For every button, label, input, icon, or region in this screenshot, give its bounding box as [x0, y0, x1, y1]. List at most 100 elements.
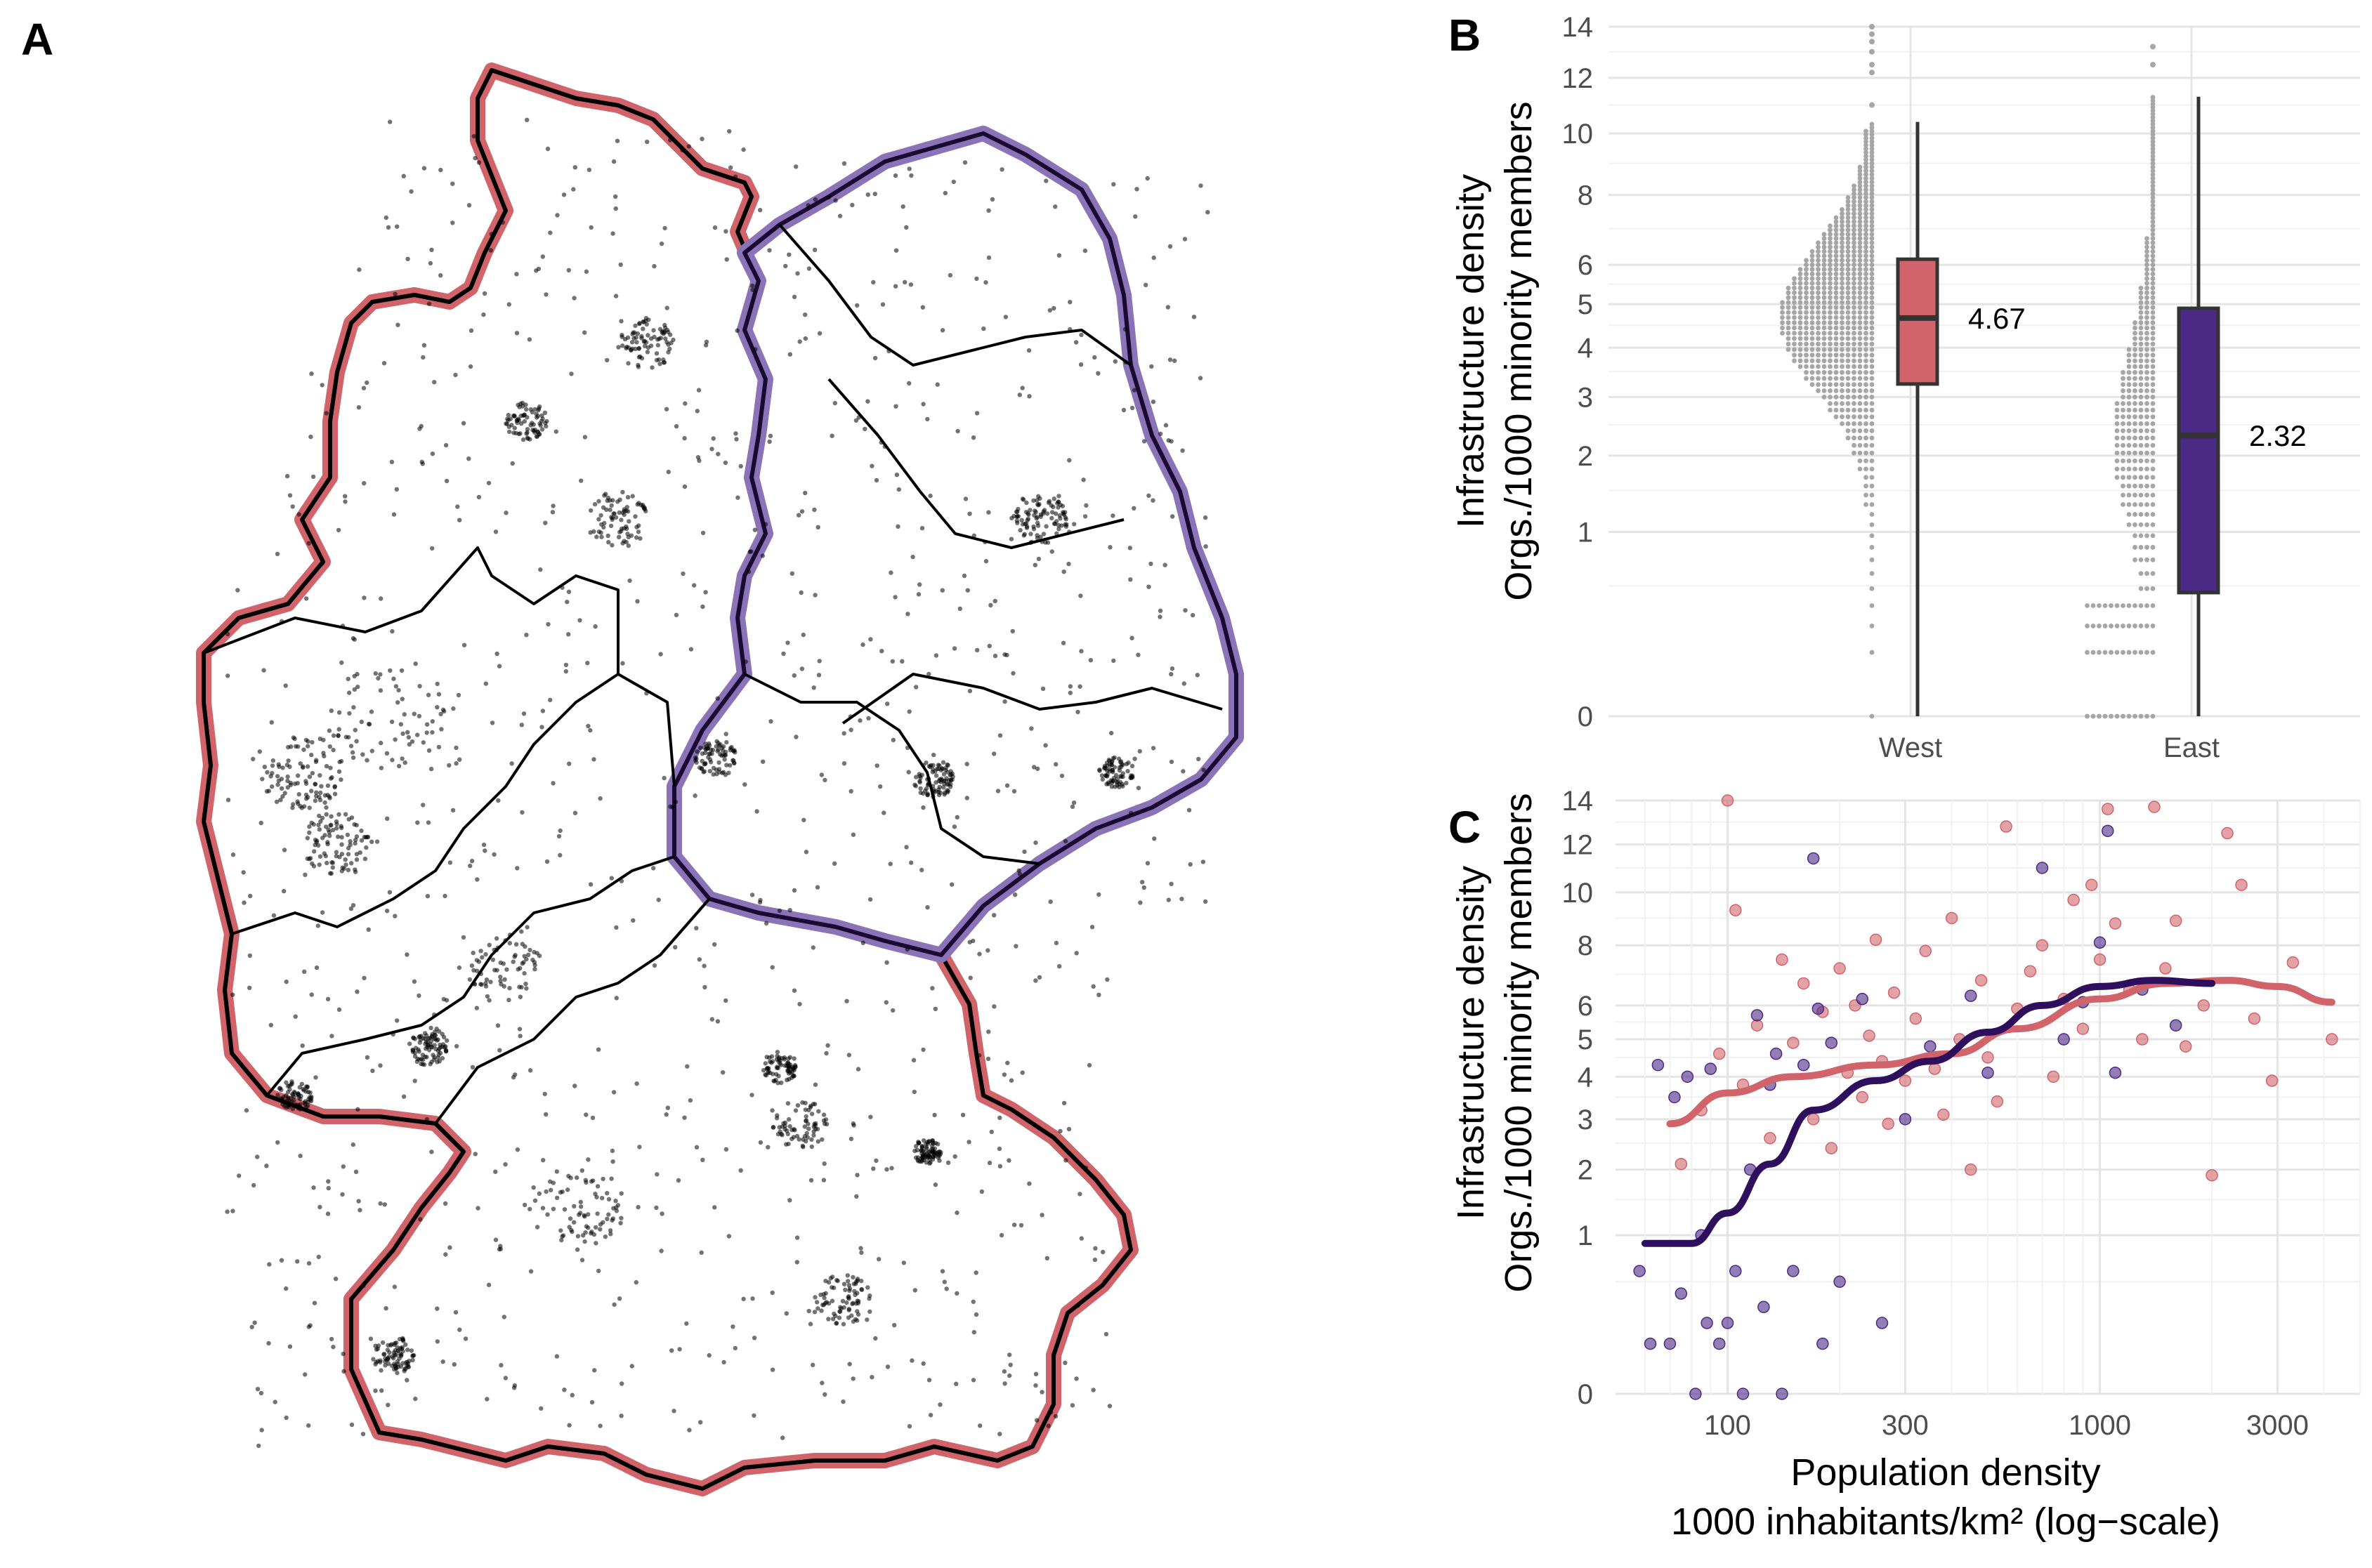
map-point	[398, 1345, 403, 1350]
map-point	[936, 1152, 941, 1157]
b-dot	[1833, 290, 1839, 296]
map-point	[432, 1032, 438, 1038]
map-point	[515, 418, 520, 423]
map-point	[331, 1345, 336, 1350]
map-point	[492, 852, 497, 857]
b-dot	[1857, 310, 1863, 315]
b-dot	[1845, 253, 1851, 258]
map-point	[373, 1388, 378, 1393]
map-point	[298, 803, 303, 809]
map-point	[480, 955, 485, 960]
map-point	[914, 775, 919, 779]
b-dot	[1869, 341, 1875, 347]
map-point	[395, 1370, 400, 1376]
map-point	[971, 533, 977, 538]
map-point	[1068, 327, 1073, 332]
c-point-west	[1833, 962, 1846, 975]
b-dot	[2138, 458, 2144, 463]
map-point	[466, 456, 471, 461]
b-dot	[1828, 353, 1833, 358]
c-y-axis-title-line2: Orgs./1000 minority members	[1498, 793, 1540, 1292]
b-dot	[1852, 320, 1856, 325]
map-point	[539, 427, 545, 432]
map-point	[1113, 784, 1118, 789]
b-dot	[1804, 331, 1809, 336]
b-dot	[1852, 249, 1856, 254]
b-dot	[2150, 244, 2156, 250]
b-dot	[1852, 331, 1856, 336]
b-dot	[2126, 466, 2132, 472]
map-point	[778, 1061, 782, 1066]
b-dot	[2144, 290, 2149, 296]
map-point	[775, 1050, 780, 1055]
b-dot	[1863, 132, 1868, 138]
b-dot	[1852, 300, 1856, 305]
map-point	[645, 350, 650, 355]
map-point	[262, 765, 267, 770]
map-point	[600, 1196, 605, 1201]
b-dot	[1852, 388, 1856, 393]
map-point	[741, 147, 746, 152]
map-point	[285, 778, 290, 784]
map-point	[866, 716, 871, 721]
map-point	[784, 1142, 789, 1147]
map-point	[922, 1149, 927, 1154]
map-point	[370, 1068, 375, 1074]
b-dot	[2144, 522, 2149, 527]
map-point	[971, 1378, 976, 1383]
map-point	[579, 1258, 585, 1263]
map-point	[555, 213, 560, 218]
map-point	[750, 1296, 755, 1301]
map-point	[804, 1114, 808, 1119]
map-point	[933, 1006, 938, 1012]
map-point	[882, 810, 886, 815]
map-point	[855, 1173, 860, 1178]
c-y-tick-label: 0	[1578, 1379, 1593, 1410]
map-point	[582, 330, 587, 335]
c-y-tick-label: 1	[1578, 1220, 1593, 1251]
map-point	[717, 752, 723, 757]
map-point	[815, 525, 820, 529]
map-point	[1066, 561, 1071, 567]
map-point	[1136, 652, 1141, 657]
b-dot	[2150, 492, 2156, 498]
map-point	[602, 520, 607, 526]
c-point-west	[1675, 1157, 1688, 1171]
map-point	[721, 1359, 726, 1365]
map-point	[952, 1154, 957, 1159]
b-y-axis-title-line2: Orgs./1000 minority members	[1498, 101, 1540, 600]
b-dot	[1828, 271, 1833, 277]
map-point	[1137, 749, 1143, 754]
map-point	[634, 340, 639, 345]
map-point	[350, 903, 356, 908]
b-dot	[1857, 364, 1863, 369]
map-point	[682, 484, 688, 489]
b-dot	[1857, 450, 1863, 456]
b-dot	[2144, 475, 2149, 480]
map-point	[681, 571, 686, 577]
b-dot	[2126, 414, 2132, 419]
b-dot	[2126, 364, 2132, 369]
b-dot	[1792, 300, 1797, 305]
map-point	[354, 834, 360, 839]
map-point	[325, 783, 331, 789]
b-dot	[1863, 341, 1868, 347]
b-dot	[2126, 450, 2132, 456]
map-point	[283, 683, 288, 688]
germany-map	[196, 62, 1244, 1496]
map-point	[417, 993, 421, 999]
map-point	[888, 862, 893, 867]
b-dot	[2138, 290, 2144, 296]
b-dot	[2132, 382, 2137, 387]
map-point	[318, 790, 323, 796]
b-dot	[2150, 320, 2156, 325]
b-dot	[2132, 458, 2137, 463]
b-dot	[1833, 341, 1839, 347]
map-point	[1004, 652, 1009, 657]
b-dot	[1863, 358, 1868, 364]
map-point	[677, 1347, 682, 1352]
map-point	[803, 1107, 808, 1112]
map-point	[723, 732, 728, 737]
map-point	[1201, 767, 1206, 772]
c-point-west	[1863, 1029, 1875, 1042]
